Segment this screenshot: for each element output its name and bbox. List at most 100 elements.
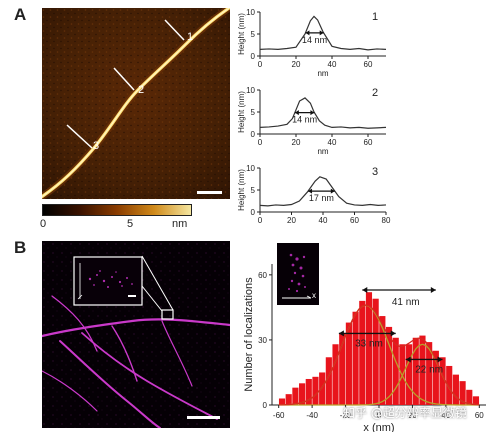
histogram-bar — [439, 357, 446, 405]
y-tick-label: 30 — [258, 336, 267, 345]
fwhm-22nm-label: 22 nm — [415, 364, 443, 375]
y-tick-label: 5 — [251, 186, 256, 195]
zoom-inset — [73, 256, 143, 306]
x-tick-label: 0 — [258, 60, 263, 69]
cut-line-1 — [164, 19, 185, 41]
fwhm-41nm-label: 41 nm — [392, 297, 420, 308]
fwhm-41nm-arrow-head-right — [430, 287, 436, 294]
watermark-text: 知乎 @超分辨率显微镜 — [343, 406, 467, 420]
histogram-bar — [459, 381, 466, 405]
y-axis-label: Height (nm) — [237, 91, 246, 133]
histogram-bar — [466, 389, 473, 405]
x-tick-label: 60 — [364, 60, 373, 69]
y-tick-label: 10 — [246, 164, 255, 173]
x-tick-label: 20 — [287, 216, 296, 225]
histogram-bar — [345, 322, 352, 405]
y-axis-label: Height (nm) — [237, 13, 246, 55]
fwhm-33nm-arrow-head-right — [390, 330, 396, 337]
y-tick-label: 60 — [258, 271, 267, 280]
y-tick-label: 0 — [251, 208, 256, 217]
panel-a-letter: A — [14, 5, 27, 24]
histogram-bar — [285, 394, 292, 405]
histogram-bar — [385, 326, 393, 405]
x-tick-label: 40 — [328, 60, 337, 69]
profile-label-3: 3 — [372, 166, 379, 178]
colorbar-unit-label: nm — [172, 218, 188, 230]
arrow-head-right — [310, 110, 315, 116]
inset-x-label: x — [312, 291, 316, 300]
histogram-bar — [278, 398, 286, 405]
localization-histogram: -60 -40 -20 0 20 40 60 0 30 60 x (nm) Number of loc… — [243, 264, 486, 432]
x-tick-label: 20 — [292, 138, 301, 147]
histogram-bar — [412, 337, 419, 405]
y-tick-label: 0 — [251, 130, 256, 139]
fit-curve-sum — [278, 304, 480, 406]
histogram-bar — [432, 350, 439, 405]
y-tick-label: 5 — [251, 30, 256, 39]
histogram-bar — [359, 300, 366, 405]
x-tick-label: -20 — [340, 411, 352, 420]
histogram-bar — [472, 396, 480, 405]
y-tick-label: 10 — [246, 86, 255, 95]
histogram-bar — [446, 365, 453, 405]
histogram-bar — [379, 316, 386, 405]
colorbar-min-label: 0 — [40, 218, 47, 230]
fwhm-22nm-arrow-head-right — [437, 356, 443, 363]
histogram-bar — [339, 333, 346, 405]
x-tick-label: 40 — [441, 411, 450, 420]
x-tick-label: 60 — [475, 411, 484, 420]
histogram-bar — [372, 298, 379, 405]
cut-line-2 — [113, 67, 135, 91]
x-tick-label: 40 — [328, 138, 337, 147]
histogram-bar — [292, 387, 299, 405]
x-tick-label: 80 — [382, 216, 391, 225]
y-tick-label: 0 — [263, 401, 268, 410]
profile-label-1: 1 — [372, 11, 379, 23]
histogram-bar — [352, 311, 359, 405]
x-tick-label: 0 — [258, 138, 263, 147]
profile-line — [259, 15, 387, 51]
histogram-bar — [392, 337, 399, 405]
width-annotation: 14 nm — [302, 35, 327, 45]
histogram-bar — [426, 342, 433, 405]
colorbar-mid-label: 5 — [127, 218, 134, 230]
histogram-bar — [365, 292, 373, 405]
height-colorbar — [42, 204, 192, 216]
histogram-bar — [406, 344, 413, 405]
x-tick-label: 20 — [292, 60, 301, 69]
histogram-bar — [325, 357, 332, 405]
fwhm-33nm-label: 33 nm — [355, 338, 383, 349]
cut-label-1: 1 — [187, 31, 194, 43]
histogram-bar — [312, 376, 319, 405]
x-axis-label: nm — [317, 147, 328, 154]
profile-line — [259, 176, 387, 207]
x-tick-label: -60 — [273, 411, 285, 420]
y-axis-label: Number of localizations — [243, 277, 255, 392]
width-annotation: 14 nm — [292, 115, 317, 125]
x-tick-label: 60 — [350, 216, 359, 225]
x-axis-label: nm — [317, 69, 328, 76]
histogram-bar — [319, 372, 326, 405]
arrow-head-left — [305, 30, 310, 36]
histogram-bar — [305, 378, 312, 405]
y-tick-label: 10 — [246, 8, 255, 17]
x-tick-label: 20 — [408, 411, 417, 420]
histogram-bar — [332, 344, 339, 405]
x-tick-label: 60 — [364, 138, 373, 147]
x-tick-label: 0 — [377, 411, 382, 420]
histogram-bar — [452, 374, 459, 405]
fwhm-33nm-arrow-head-left — [338, 330, 344, 337]
cut-line-3 — [66, 124, 93, 149]
x-tick-label: 40 — [319, 216, 328, 225]
y-tick-label: 5 — [251, 108, 256, 117]
cut-label-2: 2 — [138, 84, 145, 96]
arrow-head-right — [319, 30, 324, 36]
cut-label-3: 3 — [93, 140, 100, 152]
arrow-head-left — [308, 188, 313, 194]
histogram-bar — [419, 335, 426, 405]
fluorescence-image — [42, 241, 230, 428]
profile-line — [259, 97, 387, 129]
